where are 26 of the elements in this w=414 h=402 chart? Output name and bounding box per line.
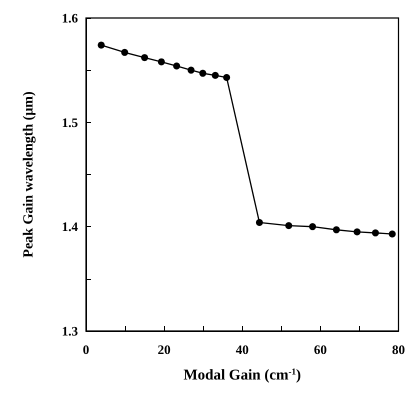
y-tick-label: 1.5 xyxy=(62,114,78,130)
point xyxy=(388,230,396,238)
point xyxy=(285,222,292,230)
point xyxy=(354,228,361,236)
y-axis-title: Peak Gain wavelength (μm) xyxy=(22,91,36,258)
point xyxy=(98,42,105,49)
point xyxy=(188,66,195,74)
point xyxy=(141,54,148,62)
y-tick-label: 1.4 xyxy=(62,219,78,234)
y-tick-label: 1.6 xyxy=(62,10,78,26)
x-tick-label: 80 xyxy=(392,342,405,357)
point xyxy=(173,62,180,70)
point xyxy=(223,74,230,81)
point xyxy=(332,226,340,234)
point xyxy=(256,218,263,226)
x-tick-label: 20 xyxy=(158,342,171,357)
x-tick-label: 60 xyxy=(314,342,327,357)
point xyxy=(199,70,206,77)
point xyxy=(309,223,316,230)
point xyxy=(212,72,219,79)
x-tick-label: 0 xyxy=(82,342,90,357)
point xyxy=(121,48,128,56)
x-tick-label: 40 xyxy=(236,342,249,357)
point xyxy=(372,229,379,236)
y-tick-label: 1.3 xyxy=(62,324,78,338)
point xyxy=(158,58,165,66)
